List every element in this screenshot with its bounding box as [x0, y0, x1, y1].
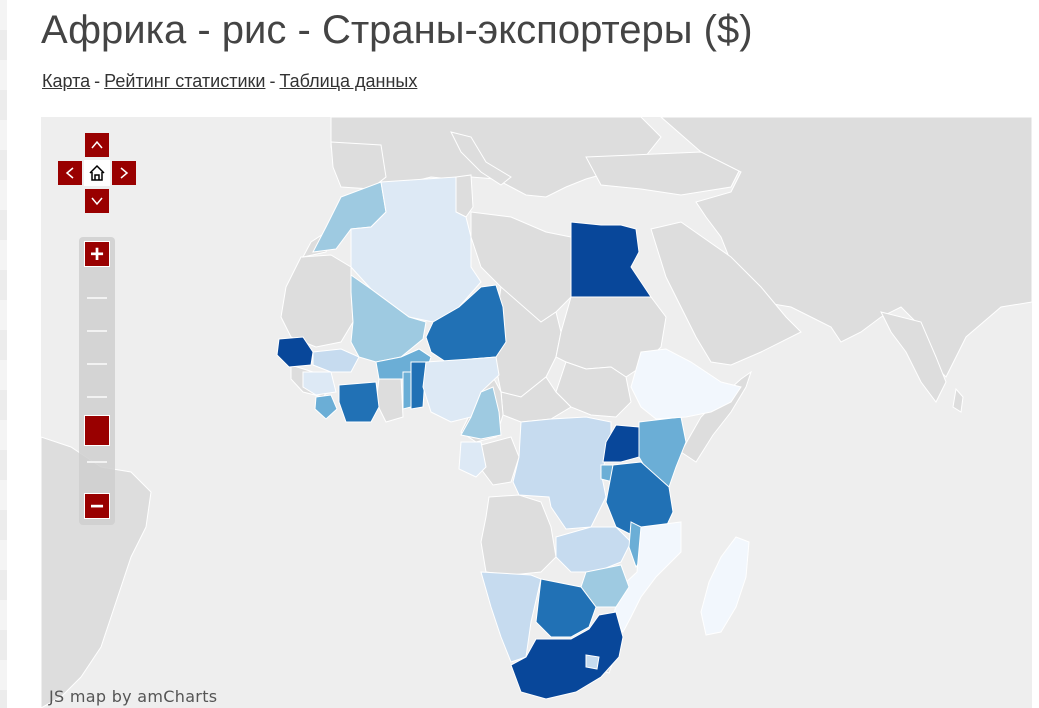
country-egypt[interactable] — [570, 221, 652, 298]
pan-down-button[interactable] — [85, 189, 109, 213]
country-botswana[interactable] — [535, 578, 597, 638]
map-canvas[interactable] — [41, 117, 1032, 708]
zoom-slider-thumb[interactable] — [84, 415, 110, 446]
country-benin[interactable] — [410, 361, 427, 410]
country-lesotho[interactable] — [585, 654, 600, 670]
chevron-left-icon — [65, 167, 74, 179]
zoom-in-button[interactable]: + — [84, 241, 110, 268]
region-iberia — [330, 141, 387, 190]
zoom-step — [87, 461, 107, 463]
chevron-right-icon — [120, 167, 129, 179]
country-south-africa[interactable] — [510, 611, 624, 700]
pan-right-button[interactable] — [112, 161, 136, 185]
page-title: Африка - рис - Страны-экспортеры ($) — [41, 8, 753, 52]
country-kenya[interactable] — [638, 416, 687, 488]
zoom-step — [87, 363, 107, 365]
zoom-step — [87, 396, 107, 398]
country-sierra-leone[interactable] — [314, 394, 338, 420]
country-ethiopia[interactable] — [630, 348, 742, 420]
region-asia — [660, 117, 1032, 378]
pan-up-button[interactable] — [85, 133, 109, 157]
zoom-step — [87, 297, 107, 299]
country-eq-guinea-gabon[interactable] — [458, 441, 487, 478]
country-zambia[interactable] — [555, 526, 632, 573]
country-guinea-bissau-gambia[interactable] — [312, 348, 360, 373]
country-liberia[interactable] — [302, 371, 337, 396]
country-cameroon-east[interactable] — [460, 386, 502, 440]
zoom-out-button[interactable]: − — [84, 493, 110, 520]
nav-links: Карта - Рейтинг статистики - Таблица данных — [42, 71, 417, 92]
region-italy — [450, 131, 512, 186]
country-togo[interactable] — [402, 371, 412, 410]
country-mauritania — [280, 254, 354, 348]
country-angola — [480, 494, 557, 576]
region-india — [880, 311, 947, 403]
country-senegal[interactable] — [276, 336, 314, 368]
chevron-up-icon — [91, 140, 103, 149]
map-area[interactable]: + − JS map by amCharts — [41, 117, 1032, 708]
link-statistics-rating[interactable]: Рейтинг статистики — [104, 71, 266, 91]
nav-separator: - — [94, 71, 101, 91]
nav-separator: - — [269, 71, 276, 91]
map-credit[interactable]: JS map by amCharts — [49, 687, 218, 706]
region-sri-lanka — [952, 387, 964, 413]
country-car — [500, 376, 572, 423]
home-icon — [89, 164, 105, 181]
page-edge-strip — [0, 0, 7, 708]
link-data-table[interactable]: Таблица данных — [279, 71, 418, 91]
country-niger[interactable] — [425, 284, 507, 363]
link-map[interactable]: Карта — [42, 71, 91, 91]
home-button[interactable] — [84, 160, 110, 186]
zoom-slider-track[interactable] — [79, 237, 115, 525]
country-cote-divoire[interactable] — [338, 381, 380, 423]
zoom-step — [87, 330, 107, 332]
country-madagascar[interactable] — [700, 536, 750, 636]
region-arabia — [650, 221, 802, 366]
pan-left-button[interactable] — [58, 161, 82, 185]
chevron-down-icon — [91, 197, 103, 206]
country-tunisia — [455, 174, 474, 218]
